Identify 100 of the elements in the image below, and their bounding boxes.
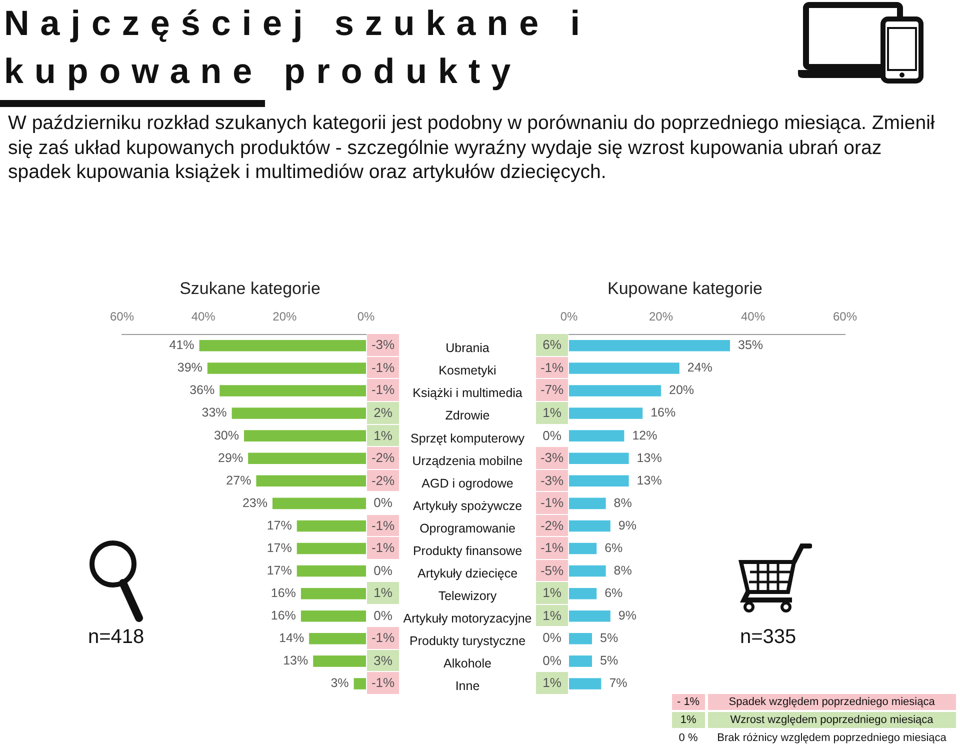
data-label: -1% (536, 537, 568, 560)
bar (220, 385, 366, 396)
data-label: 0% (367, 604, 399, 628)
annotation: Spadek względem poprzedniego miesiąca (706, 694, 956, 711)
text: Brak różnicy względem poprzedniego miesiąca (706, 729, 956, 747)
y-tick-label: Zdrowie (445, 408, 490, 423)
data-label: 1% (536, 402, 568, 425)
y-tick-label: Artykuły spożywcze (412, 498, 522, 513)
bar (207, 362, 366, 374)
data-label: 0% (536, 424, 568, 448)
x-tick-label: 60% (832, 310, 858, 324)
bar (244, 430, 366, 442)
data-label: 13% (283, 654, 308, 668)
data-label: 24% (687, 360, 712, 375)
data-label: 16% (270, 586, 296, 600)
data-label: 14% (279, 631, 304, 646)
x-tick-label: 60% (110, 310, 134, 324)
data-label: 36% (190, 383, 215, 398)
bar (569, 340, 730, 352)
data-label: 1% (536, 604, 568, 628)
chart-title: Kupowane kategorie (606, 279, 764, 299)
data-label: 35% (738, 338, 764, 352)
annotation: n=418 (88, 626, 144, 649)
data-label: 39% (177, 360, 202, 375)
data-label: 27% (226, 473, 252, 488)
y-tick-label: Inne (455, 679, 480, 694)
bar (272, 498, 366, 510)
data-label: -1% (367, 514, 399, 538)
text: 0 % (672, 729, 706, 747)
data-label: 0% (536, 650, 568, 672)
data-label: 1% (367, 582, 399, 605)
x-tick-label: 40% (740, 310, 766, 324)
bar (569, 498, 606, 510)
text: Najczęściej szukane i kupowane produkty (4, 3, 592, 93)
data-label: -3% (367, 334, 399, 357)
x-tick-label: 40% (191, 310, 216, 324)
data-label: 5% (600, 631, 618, 646)
data-label: 17% (266, 540, 292, 555)
data-label: -2% (536, 514, 568, 538)
bar (354, 678, 366, 690)
bar (232, 408, 366, 419)
x-tick-label: 20% (272, 310, 297, 324)
bar (199, 340, 366, 352)
data-label: -1% (367, 379, 399, 402)
bar (569, 678, 602, 690)
data-label: 3% (367, 650, 399, 672)
data-label: 1% (367, 424, 399, 448)
bar (296, 542, 366, 554)
bar (313, 656, 366, 667)
data-label: 0% (536, 627, 568, 650)
data-label: 5% (600, 654, 618, 668)
data-label: -1% (536, 492, 568, 515)
data-label: -2% (367, 470, 399, 492)
data-label: 17% (266, 518, 292, 532)
bar (256, 475, 366, 487)
data-label: 17% (266, 563, 292, 578)
y-tick-label: Kosmetyki (438, 364, 496, 378)
text: W październiku rozkład szukanych kategorii jest podobny w porównaniu do poprzedniego miesiąca. Zmienił się zaś układ kupowanych produktów - szczególnie wyraźny wydaje się wzrost kupowania ubrań oraz spadek kupowania książek i multimediów oraz artykułów dziecięcych. (8, 111, 936, 184)
bar (569, 385, 661, 396)
data-label: 6% (604, 586, 623, 600)
bar (300, 588, 366, 600)
text: Wzrost względem poprzedniego miesiąca (706, 711, 956, 729)
data-label: 20% (669, 383, 694, 398)
data-label: 6% (536, 334, 568, 357)
y-tick-label: Urządzenia mobilne (412, 454, 523, 468)
data-label: 13% (636, 473, 662, 488)
data-label: 1% (536, 672, 568, 695)
bar (569, 520, 610, 532)
bar (569, 362, 680, 374)
data-label: 0% (367, 560, 399, 582)
bar (569, 565, 606, 577)
y-tick-label: Ubrania (446, 341, 490, 356)
bar (248, 452, 366, 464)
data-label: 2% (367, 402, 399, 425)
data-label: -1% (367, 672, 399, 695)
bar (569, 542, 597, 554)
y-tick-label: Artykuły dziecięce (417, 566, 518, 580)
bar (569, 633, 592, 644)
x-tick-label: 20% (648, 310, 674, 324)
y-tick-label: Sprzęt komputerowy (410, 431, 526, 446)
chart-title: Szukane kategorie (178, 279, 322, 299)
data-label: -2% (367, 447, 399, 470)
data-label: 6% (604, 540, 623, 555)
data-label: -1% (367, 356, 399, 380)
y-tick-label: Alkohole (444, 656, 492, 671)
data-label: -3% (536, 447, 568, 470)
data-label: 30% (214, 428, 240, 442)
bar (569, 430, 624, 442)
data-label: -5% (536, 560, 568, 582)
data-label: 16% (270, 608, 296, 623)
y-tick-label: AGD i ogrodowe (422, 476, 514, 490)
x-tick-label: 0% (560, 310, 578, 324)
text: 1% (672, 711, 706, 729)
data-label: 33% (202, 406, 227, 420)
y-tick-label: Produkty finansowe (412, 544, 522, 558)
y-tick-label: Artykuły motoryzacyjne (403, 612, 532, 626)
bar (296, 520, 366, 532)
data-label: -7% (536, 379, 568, 402)
data-label: -1% (367, 537, 399, 560)
y-tick-label: Oprogramowanie (420, 521, 516, 536)
